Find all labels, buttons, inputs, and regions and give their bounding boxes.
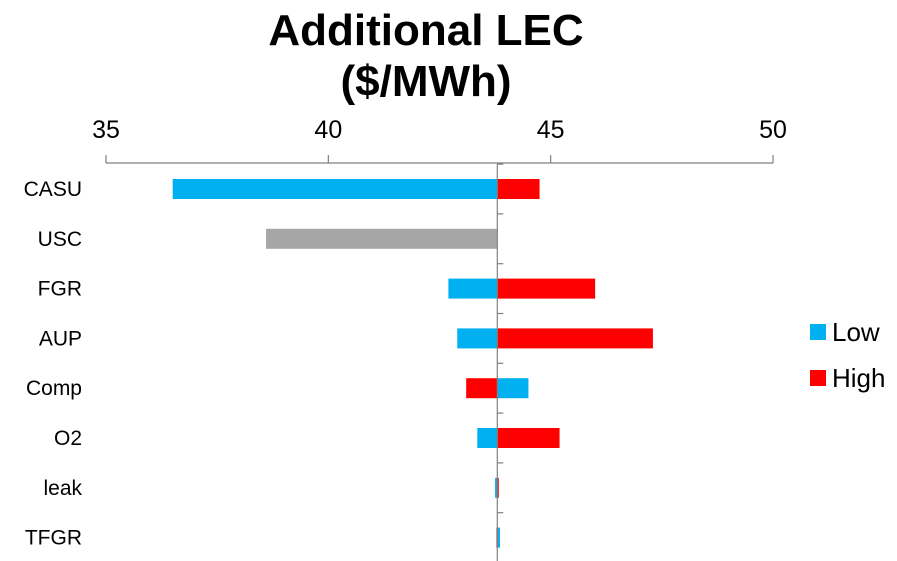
x-axis: 35 40 45 50 (92, 116, 787, 164)
category-label: CASU (24, 178, 82, 201)
category-labels: CASU USC FGR AUP Comp O2 leak TFGR (24, 178, 83, 550)
category-label: USC (38, 228, 82, 251)
bar-segment (457, 328, 498, 349)
x-tick-label: 35 (92, 116, 120, 144)
bar-segment (497, 378, 529, 399)
category-label: O2 (54, 427, 82, 450)
bar-segment (495, 477, 498, 498)
bars (172, 163, 653, 561)
bar-segment (497, 477, 499, 498)
x-tick-label: 45 (537, 116, 565, 144)
bar-segment (448, 278, 498, 299)
chart-title-line-1: Additional LEC (268, 6, 583, 55)
legend-label: High (832, 363, 885, 393)
category-label: AUP (39, 327, 82, 350)
bar-segment (266, 228, 498, 249)
category-label: leak (43, 477, 82, 500)
x-tick-label: 50 (759, 116, 787, 144)
legend-swatch (810, 324, 826, 340)
category-label: FGR (38, 278, 82, 301)
bar-segment (172, 179, 498, 199)
bar-segment (497, 278, 596, 299)
bar-segment (497, 428, 560, 448)
bar-segment (497, 328, 653, 349)
bar-segment (497, 527, 500, 548)
bar-segment (497, 179, 540, 199)
x-tick-label: 40 (314, 116, 342, 144)
legend-label: Low (832, 317, 880, 347)
category-label: TFGR (25, 527, 82, 550)
category-label: Comp (26, 377, 82, 400)
legend: Low High (810, 317, 885, 393)
bar-segment (466, 378, 498, 399)
legend-swatch (810, 370, 826, 386)
bar-segment (477, 428, 498, 448)
chart-title-line-2: ($/MWh) (340, 57, 511, 106)
